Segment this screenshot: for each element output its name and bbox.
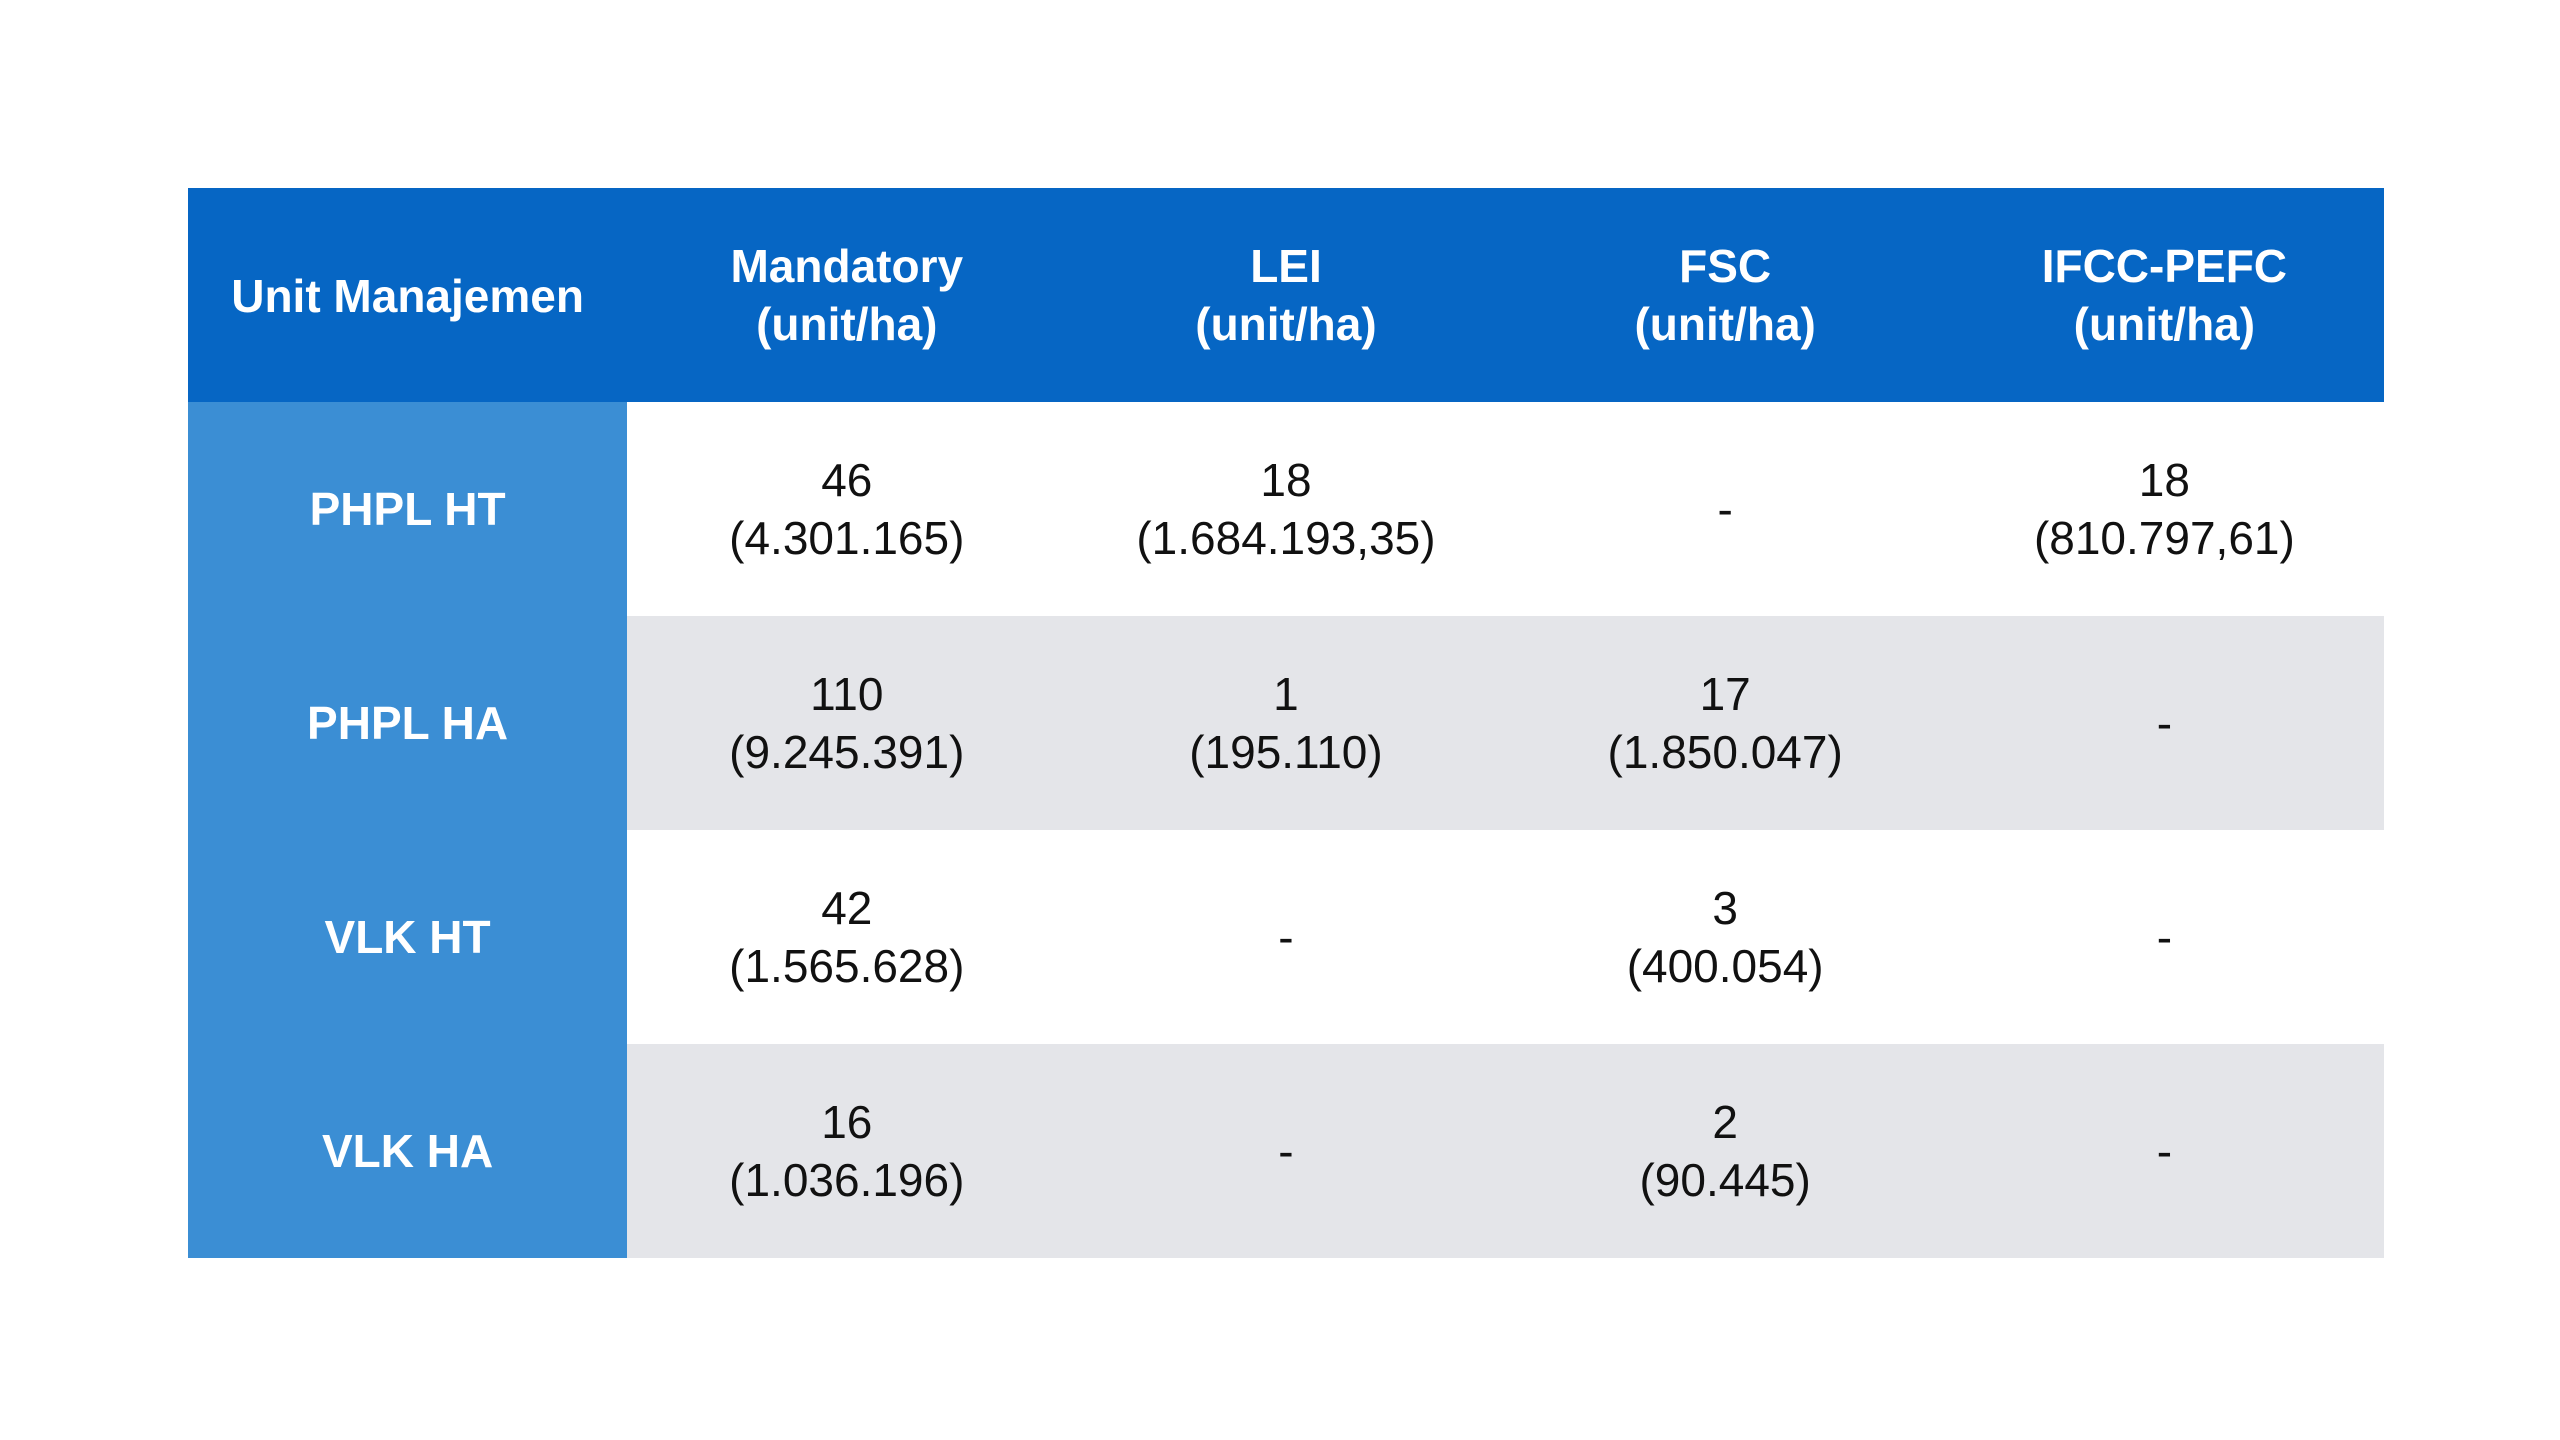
row-label: PHPL HA (188, 616, 628, 830)
table-cell: - (1066, 1044, 1506, 1258)
cell-count: - (1278, 911, 1294, 963)
cell-count: - (2156, 1125, 2173, 1177)
cell-count: 42 (821, 882, 873, 934)
cell-area: (90.445) (1639, 1154, 1811, 1206)
table-row: PHPL HT 46 (4.301.165) 18 (1.684.193,35)… (188, 402, 2384, 616)
table-cell: 17 (1.850.047) (1505, 616, 1945, 830)
cell-area: (400.054) (1626, 940, 1824, 992)
header-unit: (unit/ha) (1634, 298, 1816, 350)
table-cell: 2 (90.445) (1505, 1044, 1945, 1258)
table-cell: 18 (810.797,61) (1944, 402, 2384, 616)
cell-area: (4.301.165) (729, 512, 965, 564)
header-name: LEI (1250, 240, 1322, 292)
table-cell: 16 (1.036.196) (627, 1044, 1067, 1258)
header-unit: (unit/ha) (756, 298, 938, 350)
table-cell: 46 (4.301.165) (627, 402, 1067, 616)
cell-area: (810.797,61) (2033, 512, 2295, 564)
table-row: VLK HT 42 (1.565.628) - 3 (400.054) - (188, 830, 2384, 1044)
cell-count: 18 (1260, 454, 1312, 506)
table-cell: 18 (1.684.193,35) (1066, 402, 1506, 616)
table-cell: 3 (400.054) (1505, 830, 1945, 1044)
header-ifcc-pefc: IFCC-PEFC (unit/ha) (1944, 188, 2384, 402)
cell-area: (1.850.047) (1607, 726, 1843, 778)
cell-count: 16 (821, 1096, 873, 1148)
cell-area: (9.245.391) (729, 726, 965, 778)
table-cell: 1 (195.110) (1066, 616, 1506, 830)
header-name: IFCC-PEFC (2041, 240, 2288, 292)
header-unit-label: Unit Manajemen (231, 270, 584, 322)
row-label: PHPL HT (188, 402, 628, 616)
row-label: VLK HT (188, 830, 628, 1044)
cell-area: (1.565.628) (729, 940, 965, 992)
cell-count: - (1278, 1125, 1294, 1177)
table-cell: - (1944, 616, 2384, 830)
table-cell: 110 (9.245.391) (627, 616, 1067, 830)
header-lei: LEI (unit/ha) (1066, 188, 1506, 402)
table-header-row: Unit Manajemen Mandatory (unit/ha) LEI (… (188, 188, 2384, 402)
table-row: PHPL HA 110 (9.245.391) 1 (195.110) 17 (… (188, 616, 2384, 830)
cell-count: 1 (1273, 668, 1299, 720)
header-unit-manajemen: Unit Manajemen (188, 188, 628, 402)
cell-count: - (2156, 697, 2173, 749)
header-fsc: FSC (unit/ha) (1505, 188, 1945, 402)
header-unit: (unit/ha) (2073, 298, 2256, 350)
cell-count: 18 (2138, 454, 2190, 506)
cell-count: 110 (810, 668, 884, 720)
cell-count: - (1717, 483, 1733, 535)
row-label: VLK HA (188, 1044, 628, 1258)
header-name: Mandatory (730, 240, 964, 292)
table-row: VLK HA 16 (1.036.196) - 2 (90.445) - (188, 1044, 2384, 1258)
header-unit: (unit/ha) (1195, 298, 1377, 350)
cell-count: 3 (1712, 882, 1738, 934)
table-cell: - (1505, 402, 1945, 616)
table-cell: - (1944, 830, 2384, 1044)
cell-count: - (2156, 911, 2173, 963)
cell-count: 17 (1699, 668, 1751, 720)
table-cell: - (1944, 1044, 2384, 1258)
cell-area: (195.110) (1189, 726, 1383, 778)
cell-area: (1.684.193,35) (1136, 512, 1436, 564)
header-name: FSC (1679, 240, 1772, 292)
cell-count: 2 (1712, 1096, 1738, 1148)
header-mandatory: Mandatory (unit/ha) (627, 188, 1067, 402)
table-cell: - (1066, 830, 1506, 1044)
certification-table: Unit Manajemen Mandatory (unit/ha) LEI (… (188, 188, 2384, 1258)
cell-count: 46 (821, 454, 873, 506)
table-cell: 42 (1.565.628) (627, 830, 1067, 1044)
cell-area: (1.036.196) (729, 1154, 965, 1206)
